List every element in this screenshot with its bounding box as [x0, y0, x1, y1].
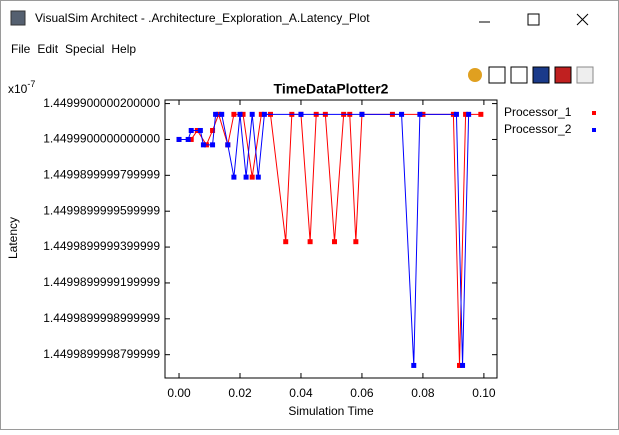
y-tick-label: 1.4499899998999999 — [43, 311, 160, 325]
data-point — [243, 174, 249, 180]
data-point — [353, 239, 359, 245]
data-point — [240, 111, 246, 117]
y-multiplier-exp: -7 — [27, 79, 35, 89]
data-point — [225, 142, 231, 148]
menu-bar: File Edit Special Help — [11, 42, 136, 56]
data-point — [307, 239, 313, 245]
data-point — [249, 174, 255, 180]
data-point — [200, 142, 206, 148]
data-point — [237, 111, 243, 117]
x-tick-label: 0.10 — [472, 386, 496, 400]
toolbar-button[interactable] — [554, 66, 572, 84]
app-icon — [10, 10, 26, 26]
data-point — [210, 127, 216, 133]
x-tick-label: 0.00 — [167, 386, 191, 400]
data-point — [210, 142, 216, 148]
chart-title: TimeDataPlotter2 — [274, 81, 389, 97]
toolbar-button[interactable] — [468, 68, 482, 82]
y-tick-label: 1.4499899999399999 — [43, 239, 160, 253]
data-point — [231, 111, 237, 117]
maximize-button[interactable] — [527, 13, 540, 26]
y-multiplier: x10-7 — [8, 79, 35, 96]
data-point — [261, 111, 267, 117]
y-multiplier-base: x10 — [8, 82, 28, 96]
data-point — [283, 239, 289, 245]
toolbar-button[interactable] — [488, 66, 506, 84]
data-point — [185, 136, 191, 142]
menu-item[interactable]: File — [11, 42, 31, 56]
legend-marker — [592, 111, 596, 115]
data-point — [258, 111, 264, 117]
menu-item[interactable]: Help — [111, 42, 136, 56]
y-tick-label: 1.4499899999799999 — [43, 168, 160, 182]
x-tick-label: 0.04 — [289, 386, 313, 400]
plot-area — [164, 99, 498, 379]
y-tick-label: 1.4499900000000000 — [43, 132, 160, 146]
toolbar-button[interactable] — [532, 66, 550, 84]
data-point — [298, 111, 304, 117]
x-axis-label: Simulation Time — [288, 404, 374, 418]
data-point — [457, 362, 463, 368]
data-point — [332, 239, 338, 245]
data-point — [219, 111, 225, 117]
data-point — [399, 111, 405, 117]
data-point — [453, 111, 459, 117]
toolbar-button[interactable] — [510, 66, 528, 84]
data-point — [176, 136, 182, 142]
toolbar-button[interactable] — [576, 66, 594, 84]
data-point — [231, 174, 237, 180]
y-tick-label: 1.4499899999599999 — [43, 203, 160, 217]
data-point — [213, 111, 219, 117]
data-point — [466, 111, 472, 117]
y-axis-label: Latency — [6, 217, 20, 259]
data-point — [359, 111, 365, 117]
data-point — [463, 111, 469, 117]
y-tick-label: 1.4499900000200000 — [43, 96, 160, 110]
data-point — [255, 174, 261, 180]
close-button[interactable] — [576, 13, 589, 26]
data-point — [188, 127, 194, 133]
toolbar — [468, 66, 594, 84]
data-point — [249, 111, 255, 117]
legend-label: Processor_2 — [504, 122, 572, 136]
menu-item[interactable]: Edit — [37, 42, 58, 56]
menu-item[interactable]: Special — [65, 42, 104, 56]
y-tick-label: 1.4499899999199999 — [43, 275, 160, 289]
data-point — [411, 362, 417, 368]
data-point — [188, 136, 194, 142]
window-title: VisualSim Architect - .Architecture_Expl… — [35, 11, 370, 25]
x-tick-label: 0.08 — [411, 386, 435, 400]
y-tick-label: 1.4499899998799999 — [43, 347, 160, 361]
legend-label: Processor_1 — [504, 105, 572, 119]
data-point — [197, 127, 203, 133]
data-point — [460, 362, 466, 368]
data-point — [417, 111, 423, 117]
x-tick-label: 0.02 — [228, 386, 252, 400]
legend-marker — [592, 128, 596, 132]
data-point — [478, 111, 484, 117]
x-tick-label: 0.06 — [350, 386, 374, 400]
